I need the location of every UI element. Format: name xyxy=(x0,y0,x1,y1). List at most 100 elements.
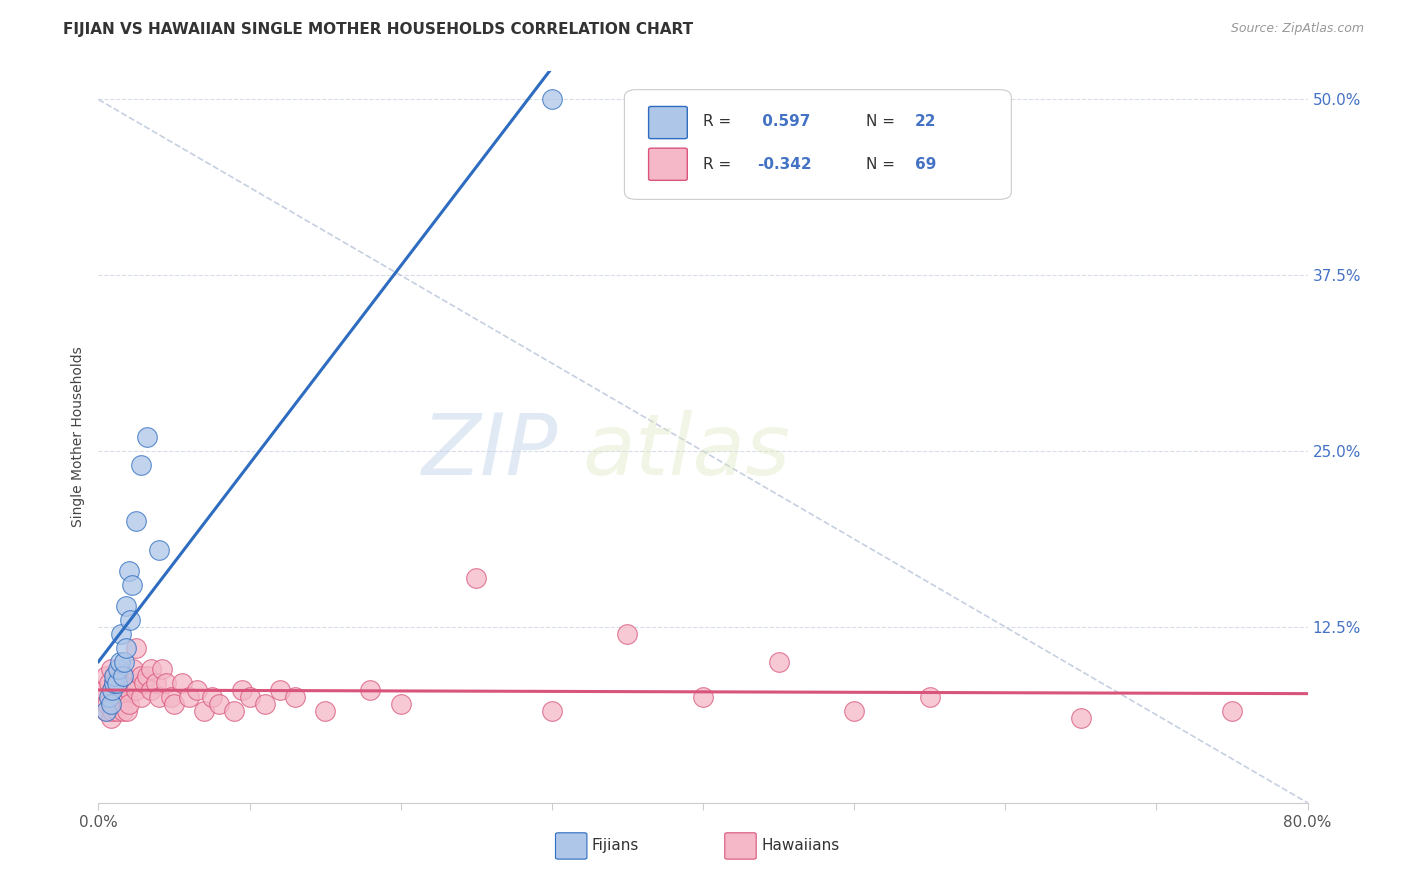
Text: 22: 22 xyxy=(915,113,936,128)
Point xyxy=(94,705,117,719)
Point xyxy=(170,676,193,690)
Point xyxy=(129,669,152,683)
Point xyxy=(129,690,152,705)
Text: atlas: atlas xyxy=(582,410,790,493)
Point xyxy=(105,705,128,719)
Point xyxy=(100,662,122,676)
Point xyxy=(108,669,131,683)
Point xyxy=(111,669,134,683)
Point xyxy=(108,698,131,712)
Point xyxy=(118,698,141,712)
Point xyxy=(120,613,142,627)
Point xyxy=(100,711,122,725)
Point xyxy=(107,676,129,690)
Point xyxy=(1220,705,1243,719)
Point xyxy=(186,683,208,698)
Point xyxy=(239,690,262,705)
Point xyxy=(103,698,125,712)
Point xyxy=(111,705,134,719)
Point xyxy=(98,690,121,705)
Point xyxy=(115,705,138,719)
Point xyxy=(98,676,121,690)
Point xyxy=(224,705,246,719)
Point xyxy=(148,542,170,557)
Point xyxy=(1070,711,1092,725)
Point xyxy=(94,705,117,719)
Point xyxy=(104,690,127,705)
Point xyxy=(110,690,132,705)
Text: Hawaiians: Hawaiians xyxy=(761,838,839,853)
Point xyxy=(160,690,183,705)
Point xyxy=(100,698,122,712)
Point xyxy=(103,676,125,690)
Text: R =: R = xyxy=(703,157,731,172)
Point xyxy=(104,669,127,683)
Point xyxy=(201,690,224,705)
Point xyxy=(269,683,291,698)
Point xyxy=(132,676,155,690)
Point xyxy=(93,683,115,698)
Point xyxy=(125,641,148,656)
Point xyxy=(105,683,128,698)
Point xyxy=(163,698,186,712)
Point xyxy=(91,690,114,705)
Point xyxy=(150,662,173,676)
Point xyxy=(110,627,132,641)
Point xyxy=(284,690,307,705)
Point xyxy=(101,683,124,698)
Point xyxy=(114,676,136,690)
Point xyxy=(253,698,276,712)
Point xyxy=(616,627,638,641)
Point xyxy=(540,705,562,719)
Point xyxy=(107,662,129,676)
Point xyxy=(193,705,215,719)
Y-axis label: Single Mother Households: Single Mother Households xyxy=(72,347,86,527)
Point xyxy=(389,698,412,712)
Text: 69: 69 xyxy=(915,157,936,172)
Point xyxy=(135,430,157,444)
Point xyxy=(148,690,170,705)
Point xyxy=(844,705,866,719)
Point xyxy=(155,676,177,690)
Point xyxy=(112,655,135,669)
Point xyxy=(121,676,143,690)
Text: N =: N = xyxy=(866,113,896,128)
Point xyxy=(208,698,231,712)
FancyBboxPatch shape xyxy=(555,833,586,859)
Point xyxy=(918,690,941,705)
Text: 0.597: 0.597 xyxy=(758,113,811,128)
Text: N =: N = xyxy=(866,157,896,172)
Point xyxy=(118,683,141,698)
Point xyxy=(145,676,167,690)
Text: FIJIAN VS HAWAIIAN SINGLE MOTHER HOUSEHOLDS CORRELATION CHART: FIJIAN VS HAWAIIAN SINGLE MOTHER HOUSEHO… xyxy=(63,22,693,37)
Point xyxy=(121,578,143,592)
Text: -0.342: -0.342 xyxy=(758,157,813,172)
Point xyxy=(105,676,128,690)
Point xyxy=(112,669,135,683)
Point xyxy=(110,676,132,690)
Point xyxy=(141,662,163,676)
Point xyxy=(118,564,141,578)
Point xyxy=(540,93,562,107)
Point xyxy=(125,515,148,529)
Point xyxy=(114,690,136,705)
Text: ZIP: ZIP xyxy=(422,410,558,493)
Point xyxy=(314,705,336,719)
Point xyxy=(122,662,145,676)
Point xyxy=(129,458,152,473)
Point xyxy=(231,683,253,698)
Point xyxy=(108,655,131,669)
Text: Source: ZipAtlas.com: Source: ZipAtlas.com xyxy=(1230,22,1364,36)
Point xyxy=(114,599,136,613)
FancyBboxPatch shape xyxy=(648,106,688,138)
Point xyxy=(111,683,134,698)
Point xyxy=(135,669,157,683)
Point xyxy=(103,669,125,683)
Point xyxy=(768,655,790,669)
Point xyxy=(94,669,117,683)
Point xyxy=(465,571,488,585)
FancyBboxPatch shape xyxy=(724,833,756,859)
Point xyxy=(103,676,125,690)
Point xyxy=(141,683,163,698)
Point xyxy=(114,641,136,656)
